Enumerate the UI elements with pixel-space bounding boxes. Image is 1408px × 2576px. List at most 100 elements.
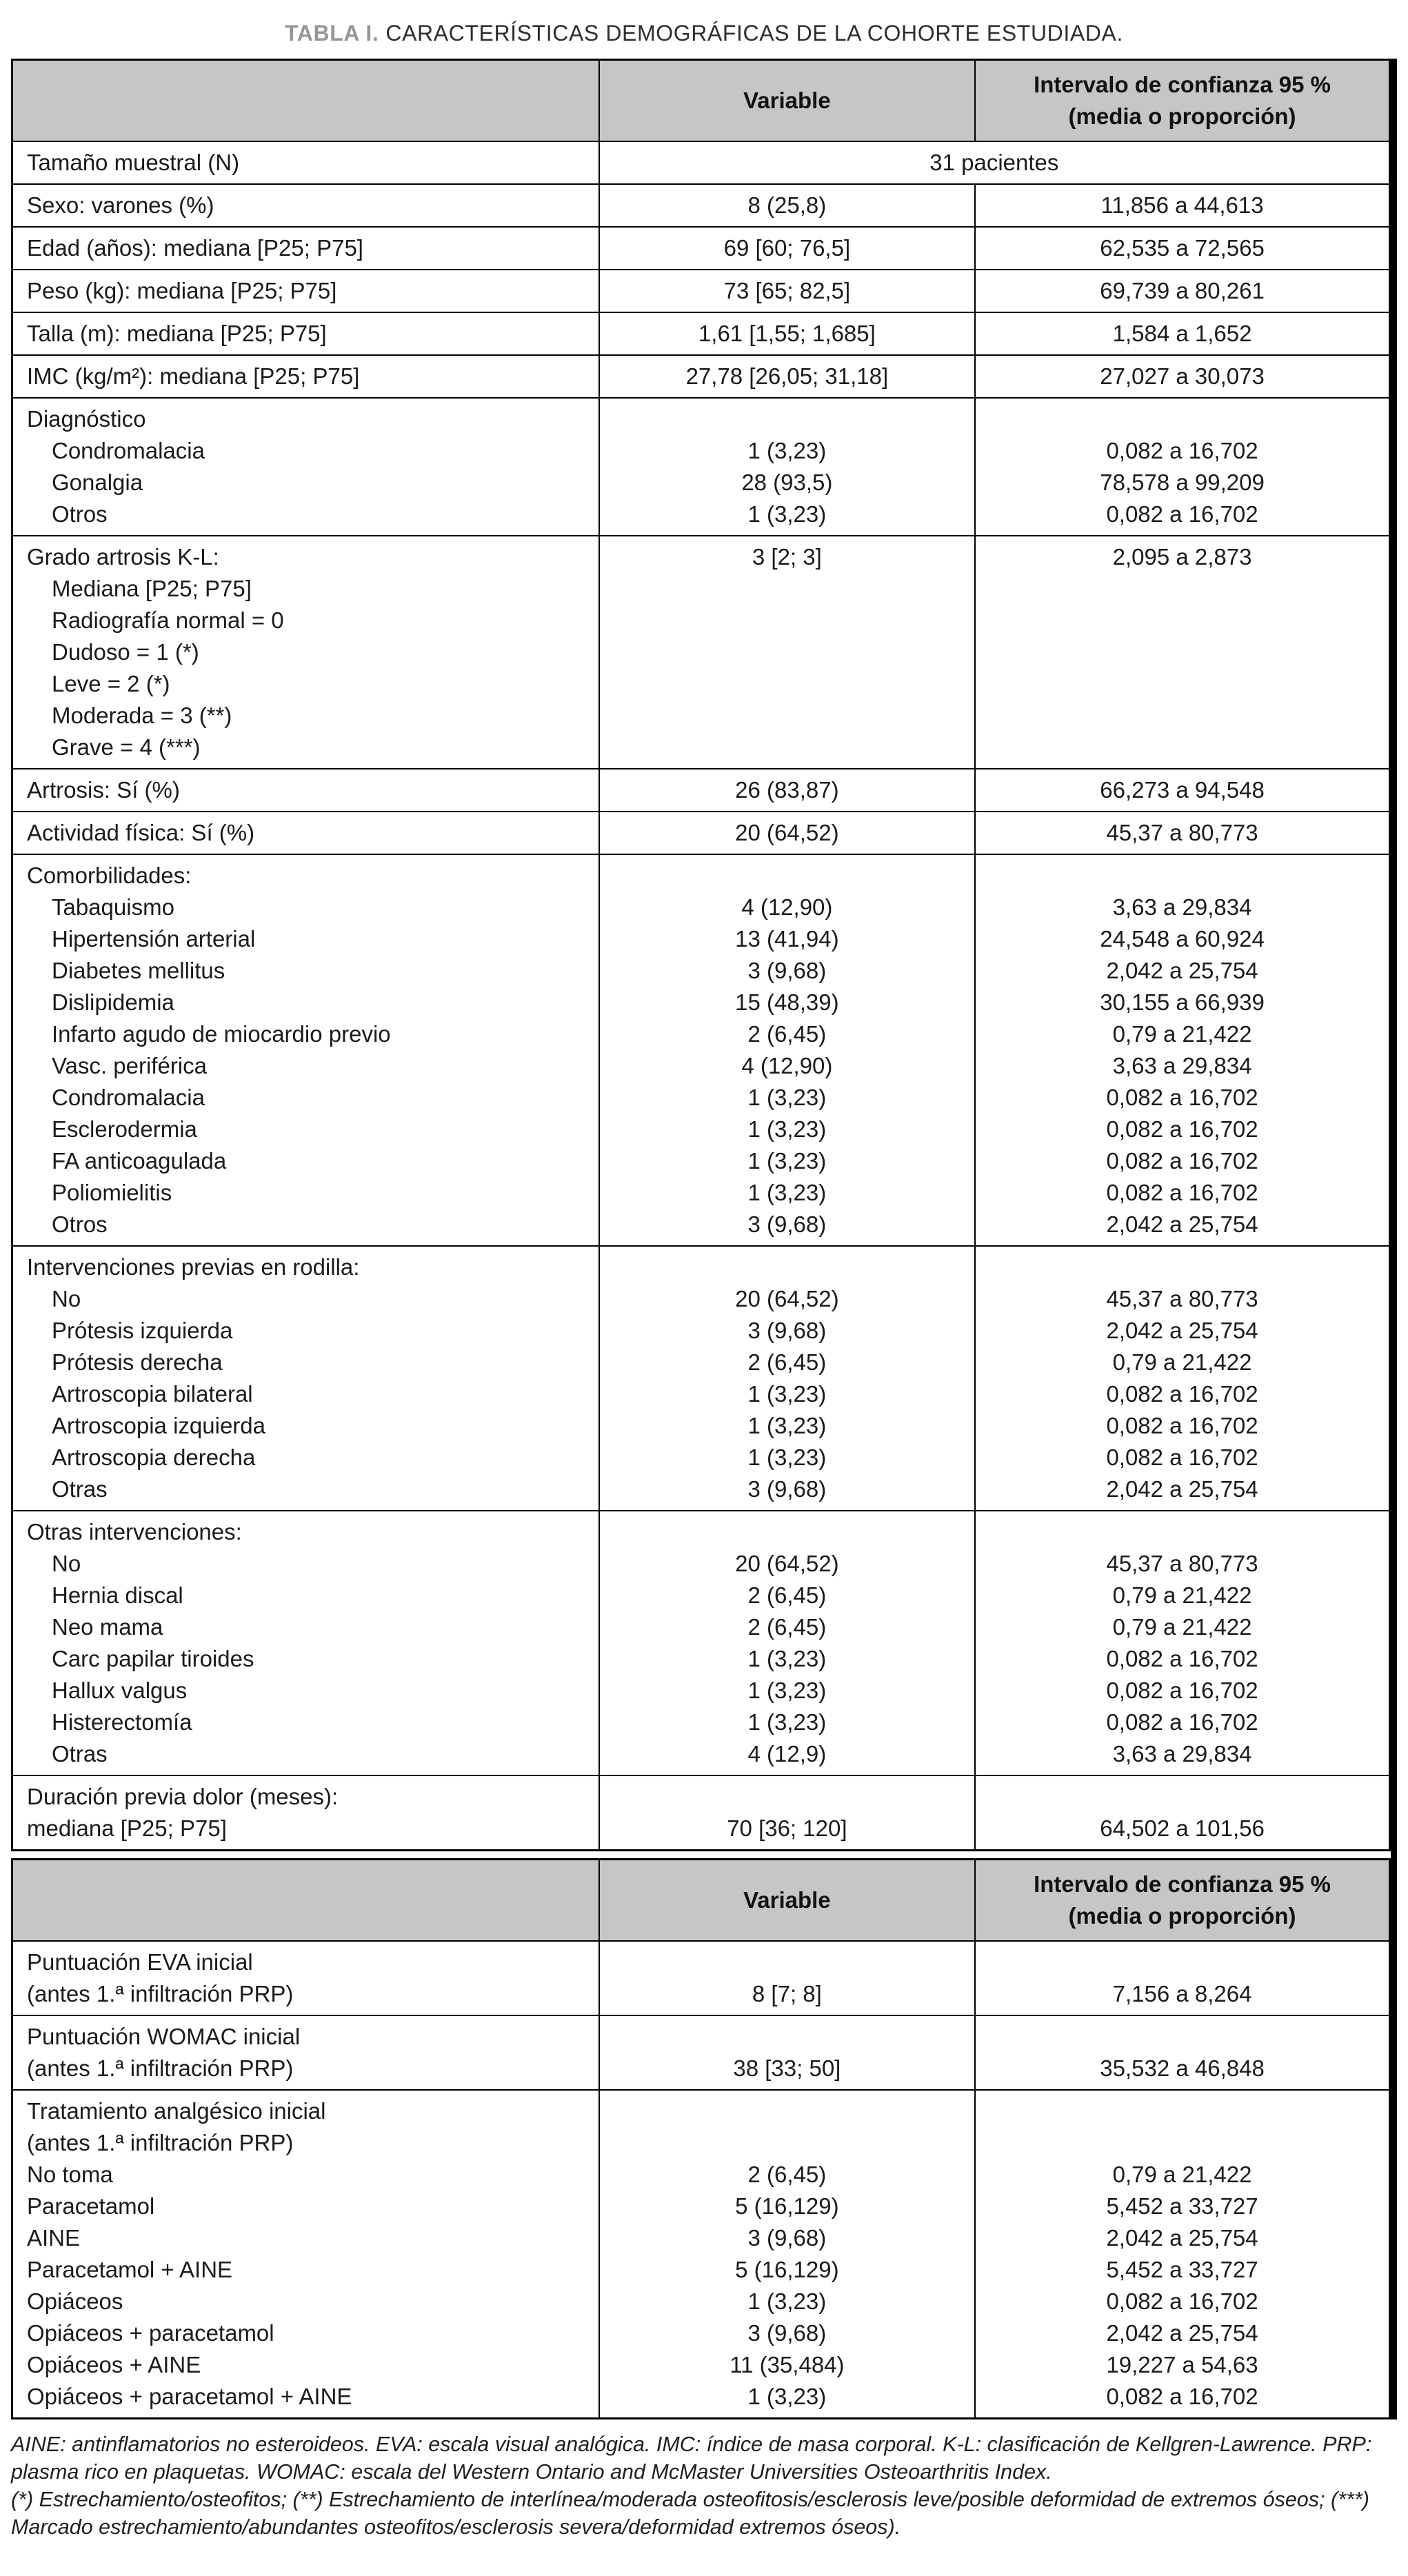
row-label: Grado artrosis K-L: xyxy=(27,544,219,570)
row-label-cell: Sexo: varones (%) xyxy=(11,183,600,228)
table2-body: Puntuación EVA inicial (antes 1.ª infiltr… xyxy=(11,1940,1391,2419)
ci-value: 0,082 a 16,702 xyxy=(1106,1180,1258,1205)
variable-cell: 4 (12,90) 13 (41,94) 3 (9,68) 15 (48,39) 2 (… xyxy=(598,854,976,1247)
variable-value xyxy=(607,2021,967,2053)
row-label: Sexo: varones (%) xyxy=(27,192,214,218)
table-row: Peso (kg): mediana [P25; P75] 73 [65; 82,… xyxy=(11,269,1391,313)
row-label-cell: IMC (kg/m²): mediana [P25; P75] xyxy=(11,354,600,399)
header-confidence-interval: Intervalo de confianza 95 % (media o pro… xyxy=(974,59,1391,142)
variable-cell: 20 (64,52) xyxy=(598,811,976,855)
variable-value: 3 (9,68) xyxy=(747,1211,827,1237)
variable-value xyxy=(607,2095,967,2127)
table-row: Puntuación WOMAC inicial (antes 1.ª infil… xyxy=(11,2015,1391,2091)
sub-item-label: Condromalacia xyxy=(52,438,205,463)
ci-cell: 11,856 a 44,613 xyxy=(974,183,1391,228)
table-row: Comorbilidades: Tabaquismo Hipertensión ar… xyxy=(11,854,1391,1247)
demographics-table-part1: Variable Intervalo de confianza 95 % (me… xyxy=(11,59,1391,1851)
ci-value: 0,082 a 16,702 xyxy=(1106,1381,1258,1407)
ci-value: 69,739 a 80,261 xyxy=(1100,278,1265,303)
table-title-text: CARACTERÍSTICAS DEMOGRÁFICAS DE LA COHOR… xyxy=(385,21,1123,46)
variable-value: 2 (6,45) xyxy=(747,1614,827,1640)
header-empty-cell xyxy=(11,1858,600,1942)
ci-value: 0,79 a 21,422 xyxy=(1112,1349,1252,1375)
sub-item-label: Hernia discal xyxy=(52,1582,183,1608)
row-label: Opiáceos xyxy=(27,2288,123,2314)
variable-value: 1 (3,23) xyxy=(747,1678,827,1703)
sub-item-label: Otras xyxy=(52,1741,108,1767)
variable-value: 3 [2; 3] xyxy=(752,544,822,570)
table-row: Diagnóstico Condromalacia Gonalgia Otros 1 (… xyxy=(11,397,1391,536)
variable-value: 1 (3,23) xyxy=(747,1646,827,1671)
row-label: Tratamiento analgésico inicial xyxy=(27,2098,326,2124)
ci-cell: 64,502 a 101,56 xyxy=(974,1775,1391,1851)
sub-item-label: Dislipidemia xyxy=(52,989,174,1015)
table-row: Edad (años): mediana [P25; P75] 69 [60; 7… xyxy=(11,226,1391,270)
variable-value: 1 (3,23) xyxy=(747,1085,827,1110)
header-row: Variable Intervalo de confianza 95 % (me… xyxy=(11,1858,1391,1942)
variable-value: 69 [60; 76,5] xyxy=(723,235,851,261)
row-label: IMC (kg/m²): mediana [P25; P75] xyxy=(27,363,360,389)
ci-cell: 45,37 a 80,773 xyxy=(974,811,1391,855)
row-label: Artrosis: Sí (%) xyxy=(27,777,180,803)
header-empty-cell xyxy=(11,59,600,142)
variable-value: 26 (83,87) xyxy=(735,777,839,803)
sub-item-label: Prótesis derecha xyxy=(52,1349,223,1375)
ci-value: 3,63 a 29,834 xyxy=(1112,1053,1252,1078)
row-label: Paracetamol xyxy=(27,2193,155,2219)
span-value-cell: 31 pacientes xyxy=(598,141,1391,185)
ci-value: 0,79 a 21,422 xyxy=(1112,2162,1252,2187)
ci-value: 30,155 a 66,939 xyxy=(1100,989,1265,1015)
variable-value: 11 (35,484) xyxy=(730,2352,845,2377)
table-caption: TABLA I. CARACTERÍSTICAS DEMOGRÁFICAS DE … xyxy=(11,21,1397,46)
footnote-abbreviations: AINE: antinflamatorios no esteroideos. E… xyxy=(11,2433,1372,2484)
sub-item-label: Hallux valgus xyxy=(52,1678,188,1703)
ci-value: 5,452 a 33,727 xyxy=(1106,2193,1258,2219)
row-label-cell: Puntuación EVA inicial (antes 1.ª infiltr… xyxy=(11,1940,600,2016)
ci-value: 2,042 a 25,754 xyxy=(1106,1318,1258,1343)
row-label-cell: Tamaño muestral (N) xyxy=(11,141,600,185)
ci-value: 45,37 a 80,773 xyxy=(1106,1551,1258,1576)
ci-value: 0,082 a 16,702 xyxy=(1106,438,1258,463)
variable-value xyxy=(607,403,967,435)
row-label: Talla (m): mediana [P25; P75] xyxy=(27,321,327,346)
sub-item-label: Condromalacia xyxy=(52,1085,205,1110)
variable-cell: 1,61 [1,55; 1,685] xyxy=(598,312,976,356)
ci-cell: 45,37 a 80,773 0,79 a 21,422 0,79 a 21,422… xyxy=(974,1510,1391,1776)
variable-value: 13 (41,94) xyxy=(735,926,839,952)
ci-cell: 35,532 a 46,848 xyxy=(974,2015,1391,2091)
variable-value: 4 (12,90) xyxy=(741,894,833,920)
row-label-cell: Talla (m): mediana [P25; P75] xyxy=(11,312,600,356)
row-label: Actividad física: Sí (%) xyxy=(27,820,255,845)
ci-value xyxy=(983,1781,1382,1813)
ci-value xyxy=(983,1946,1382,1978)
ci-cell: 69,739 a 80,261 xyxy=(974,269,1391,313)
row-label-cell: Peso (kg): mediana [P25; P75] xyxy=(11,269,600,313)
row-label-cell: Diagnóstico Condromalacia Gonalgia Otros xyxy=(11,397,600,536)
ci-value: 0,082 a 16,702 xyxy=(1106,501,1258,527)
footnotes: AINE: antinflamatorios no esteroideos. E… xyxy=(11,2431,1397,2541)
row-label-cell: Grado artrosis K-L: Mediana [P25; P75] Rad… xyxy=(11,535,600,769)
variable-value xyxy=(607,1516,967,1548)
ci-value: 62,535 a 72,565 xyxy=(1100,235,1265,261)
sub-item-label: Vasc. periférica xyxy=(52,1053,207,1078)
ci-value: 35,532 a 46,848 xyxy=(1100,2055,1265,2081)
sub-item-label: FA anticoagulada xyxy=(52,1148,227,1174)
sub-item-label: Poliomielitis xyxy=(52,1180,172,1205)
sub-item-label: Histerectomía xyxy=(52,1709,192,1735)
ci-cell: 2,095 a 2,873 xyxy=(974,535,1391,769)
ci-value: 0,082 a 16,702 xyxy=(1106,1678,1258,1703)
ci-value: 2,042 a 25,754 xyxy=(1106,958,1258,983)
row-label: Comorbilidades: xyxy=(27,863,192,888)
ci-cell: 27,027 a 30,073 xyxy=(974,354,1391,399)
ci-value: 3,63 a 29,834 xyxy=(1112,1741,1252,1767)
variable-value: 38 [33; 50] xyxy=(733,2055,841,2081)
ci-value: 0,082 a 16,702 xyxy=(1106,1445,1258,1470)
ci-cell: 62,535 a 72,565 xyxy=(974,226,1391,270)
variable-value: 4 (12,9) xyxy=(747,1741,827,1767)
sub-item-label: Moderada = 3 (**) xyxy=(52,703,232,728)
sub-item-label: Mediana [P25; P75] xyxy=(52,576,252,601)
row-label: Intervenciones previas en rodilla: xyxy=(27,1254,360,1280)
row-label-cell: Comorbilidades: Tabaquismo Hipertensión ar… xyxy=(11,854,600,1247)
ci-value: 2,042 a 25,754 xyxy=(1106,1476,1258,1502)
ci-value: 27,027 a 30,073 xyxy=(1100,363,1265,389)
